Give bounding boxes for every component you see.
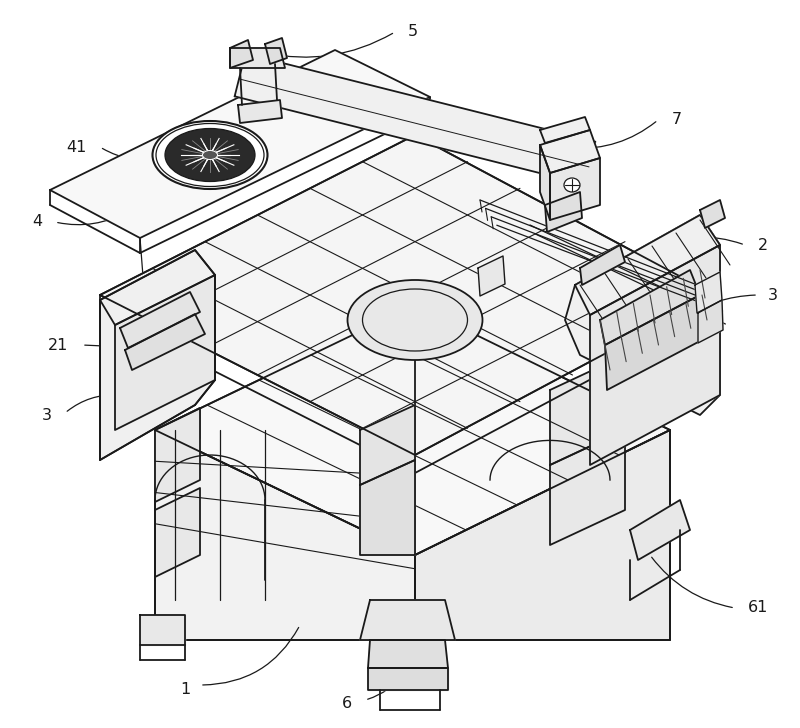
Ellipse shape bbox=[153, 121, 267, 189]
Polygon shape bbox=[368, 640, 448, 668]
Polygon shape bbox=[580, 245, 625, 285]
Ellipse shape bbox=[156, 124, 264, 186]
Polygon shape bbox=[550, 158, 600, 220]
Polygon shape bbox=[605, 295, 702, 390]
Polygon shape bbox=[115, 275, 215, 430]
Polygon shape bbox=[540, 117, 590, 143]
Text: 41: 41 bbox=[66, 140, 87, 154]
Ellipse shape bbox=[165, 129, 255, 181]
Text: 5: 5 bbox=[408, 25, 418, 39]
Polygon shape bbox=[140, 615, 185, 645]
Ellipse shape bbox=[564, 178, 580, 192]
Polygon shape bbox=[155, 408, 200, 502]
Polygon shape bbox=[540, 145, 550, 220]
Polygon shape bbox=[698, 300, 723, 343]
Polygon shape bbox=[575, 215, 720, 315]
Text: 7: 7 bbox=[672, 113, 682, 127]
Polygon shape bbox=[478, 256, 505, 296]
Polygon shape bbox=[125, 314, 205, 370]
Polygon shape bbox=[700, 200, 725, 228]
Polygon shape bbox=[155, 305, 670, 555]
Text: 3: 3 bbox=[42, 408, 52, 422]
Polygon shape bbox=[360, 600, 455, 640]
Polygon shape bbox=[368, 668, 448, 690]
Polygon shape bbox=[360, 405, 415, 485]
Polygon shape bbox=[590, 245, 720, 465]
Polygon shape bbox=[695, 272, 722, 313]
Polygon shape bbox=[155, 488, 200, 577]
Polygon shape bbox=[238, 100, 282, 123]
Polygon shape bbox=[120, 292, 200, 348]
Polygon shape bbox=[155, 408, 200, 460]
Polygon shape bbox=[155, 430, 415, 640]
Polygon shape bbox=[234, 54, 595, 184]
Polygon shape bbox=[630, 500, 690, 560]
Polygon shape bbox=[50, 50, 430, 238]
Polygon shape bbox=[100, 135, 715, 455]
Text: 4: 4 bbox=[32, 215, 42, 229]
Polygon shape bbox=[265, 38, 287, 64]
Polygon shape bbox=[600, 270, 700, 345]
Text: 1: 1 bbox=[180, 683, 190, 697]
Polygon shape bbox=[550, 430, 625, 545]
Text: 6: 6 bbox=[342, 695, 352, 711]
Polygon shape bbox=[550, 355, 625, 465]
Polygon shape bbox=[230, 48, 285, 68]
Polygon shape bbox=[415, 430, 670, 640]
Ellipse shape bbox=[347, 280, 482, 360]
Ellipse shape bbox=[202, 151, 218, 159]
Polygon shape bbox=[540, 130, 600, 173]
Polygon shape bbox=[545, 192, 582, 232]
Polygon shape bbox=[230, 40, 253, 68]
Polygon shape bbox=[100, 250, 215, 325]
Text: 2: 2 bbox=[758, 237, 768, 253]
Polygon shape bbox=[565, 215, 720, 415]
Text: 61: 61 bbox=[748, 601, 768, 615]
Text: 3: 3 bbox=[768, 288, 778, 303]
Polygon shape bbox=[360, 460, 415, 555]
Text: 21: 21 bbox=[48, 338, 68, 352]
Polygon shape bbox=[100, 250, 215, 460]
